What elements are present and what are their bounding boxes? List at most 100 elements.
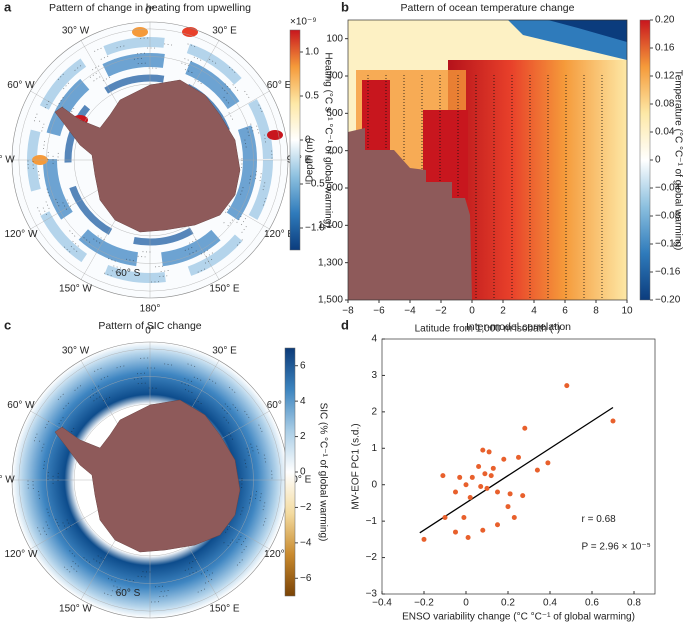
colorbar-tick-label: 0	[655, 155, 661, 166]
x-tick-label: 0.4	[543, 598, 557, 609]
panel-label: c	[4, 317, 11, 332]
scatter-point	[495, 522, 500, 528]
colorbar-tick-label: 0.12	[655, 71, 675, 82]
scatter-point	[442, 515, 448, 520]
scatter-point	[478, 484, 484, 490]
longitude-label: 150° E	[209, 284, 239, 295]
panel-label: a	[4, 0, 12, 14]
x-tick-label: −0.2	[414, 598, 434, 609]
cold-anomaly	[548, 20, 627, 42]
longitude-label: 60° E	[267, 400, 292, 411]
scatter-point	[457, 474, 463, 480]
warm-anomaly	[362, 80, 390, 150]
scatter-point	[501, 456, 507, 462]
longitude-label: 60° W	[7, 400, 35, 411]
colorbar-tick-label: −1.0	[305, 223, 325, 234]
seafloor	[348, 128, 472, 300]
scatter-point	[461, 515, 467, 520]
y-tick-label: 2	[371, 406, 377, 417]
y-tick-label: 300	[326, 71, 343, 82]
x-tick-label: −0.4	[372, 598, 392, 609]
scatter-point	[490, 465, 496, 471]
colorbar-tick-label: 2	[300, 431, 306, 442]
y-tick-label: 1,300	[318, 257, 343, 268]
y-tick-label: 4	[371, 334, 377, 345]
y-tick-label: 1,500	[318, 295, 343, 306]
longitude-label: 60° W	[7, 80, 35, 91]
longitude-label: 60° E	[267, 80, 292, 91]
x-tick-label: 0.2	[501, 598, 515, 609]
plot-frame	[381, 338, 656, 595]
scatter-point	[495, 489, 500, 495]
longitude-label: 0°	[145, 326, 155, 337]
longitude-label: 180°	[140, 304, 161, 315]
scatter-point	[505, 504, 511, 510]
colorbar	[284, 347, 296, 597]
heating-patch	[182, 27, 198, 37]
scatter-point	[463, 482, 469, 488]
x-tick-label: −6	[373, 306, 385, 317]
scatter-point	[482, 471, 488, 477]
scatter-point	[507, 491, 513, 497]
colorbar-label: SIC (% °C⁻¹ of global warming)	[317, 403, 328, 542]
scatter-point	[534, 467, 540, 473]
stippling	[52, 62, 248, 258]
scatter-point	[610, 418, 616, 424]
scatter-point	[488, 473, 494, 479]
heating-patch	[132, 27, 148, 37]
x-tick-label: −4	[404, 306, 416, 317]
panel-label: d	[341, 317, 349, 332]
colorbar-tick-label: −2	[300, 502, 312, 513]
colorbar	[289, 29, 301, 251]
latitude-label: 60° S	[116, 268, 141, 279]
scatter-point	[467, 494, 473, 500]
colorbar-tick-label: 0.04	[655, 127, 675, 138]
colorbar-tick-label: −0.08	[655, 211, 681, 222]
plot-frame	[347, 19, 628, 301]
x-tick-label: 0	[463, 598, 469, 609]
x-tick-label: 0.6	[585, 598, 599, 609]
y-tick-label: 500	[326, 108, 343, 119]
longitude-label: 150° W	[59, 284, 92, 295]
panel-title: Pattern of SIC change	[98, 320, 201, 332]
panel-title: Pattern of ocean temperature change	[401, 2, 575, 14]
scatter-point	[484, 485, 490, 491]
colorbar-label: Temperature (°C °C⁻¹ of global warming)	[672, 70, 683, 251]
longitude-label: 120° E	[264, 549, 294, 560]
antarctica	[54, 79, 241, 233]
colorbar-tick-label: −0.5	[305, 179, 325, 190]
colorbar	[639, 19, 651, 301]
scatter-point	[440, 473, 446, 479]
colorbar-tick-label: 4	[300, 396, 306, 407]
x-tick-label: 8	[593, 306, 599, 317]
scatter-point	[480, 527, 486, 533]
colorbar-tick-label: −6	[300, 573, 312, 584]
y-tick-label: 700	[326, 145, 343, 156]
scatter-point	[545, 460, 551, 466]
longitude-label: 0°	[145, 6, 155, 17]
y-tick-label: −3	[366, 589, 378, 600]
y-tick-label: 3	[371, 370, 377, 381]
longitude-label: 120° W	[5, 549, 38, 560]
fit-line	[419, 406, 614, 534]
x-tick-label: 4	[531, 306, 537, 317]
scatter-point	[511, 515, 517, 520]
x-tick-label: 10	[621, 306, 633, 317]
y-tick-label: −2	[366, 552, 378, 563]
scatter-point	[421, 536, 427, 542]
y-tick-label: 0	[371, 479, 377, 490]
colorbar-label: Heating (°C s⁻¹ °C⁻¹ of global warming)	[322, 52, 333, 227]
colorbar-tick-label: 0.08	[655, 99, 675, 110]
longitude-label: 90° W	[0, 475, 15, 486]
latitude-label: 60° S	[116, 588, 141, 599]
stippling	[52, 382, 248, 578]
y-tick-label: 1,100	[318, 220, 343, 231]
annotation: P = 2.96 × 10⁻⁵	[582, 541, 651, 552]
scatter-point	[469, 474, 475, 480]
longitude-label: 90° W	[0, 155, 15, 166]
colorbar-tick-label: −0.04	[655, 183, 681, 194]
colorbar-tick-label: 0.16	[655, 43, 675, 54]
colorbar-tick-label: 0	[305, 135, 311, 146]
scatter-point	[522, 425, 528, 431]
